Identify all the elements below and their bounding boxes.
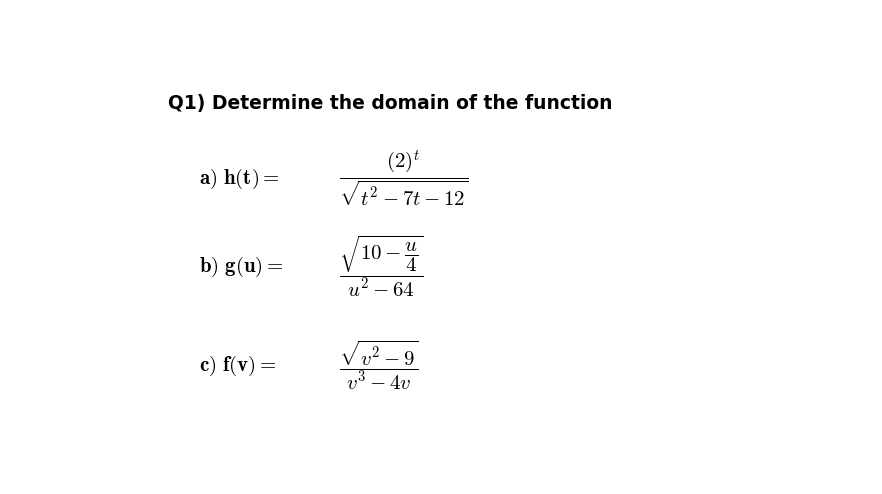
Text: $\mathbf{a)}\ \mathbf{h(t)} =$: $\mathbf{a)}\ \mathbf{h(t)} =$ — [199, 167, 280, 191]
Text: $\dfrac{\sqrt{10-\dfrac{u}{4}}}{u^{2}-64}$: $\dfrac{\sqrt{10-\dfrac{u}{4}}}{u^{2}-64… — [340, 234, 424, 299]
Text: $\dfrac{\sqrt{v^{2}-9}}{v^{3}-4v}$: $\dfrac{\sqrt{v^{2}-9}}{v^{3}-4v}$ — [340, 339, 419, 392]
Text: $\mathbf{b)}\ \mathbf{g(u)} =$: $\mathbf{b)}\ \mathbf{g(u)} =$ — [199, 254, 284, 279]
Text: $\dfrac{(2)^{t}}{\sqrt{t^{2}-7t-12}}$: $\dfrac{(2)^{t}}{\sqrt{t^{2}-7t-12}}$ — [340, 149, 469, 209]
Text: Q1) Determine the domain of the function: Q1) Determine the domain of the function — [168, 93, 613, 113]
Text: $\mathbf{c)}\ \mathbf{f(v)} =$: $\mathbf{c)}\ \mathbf{f(v)} =$ — [199, 353, 277, 377]
